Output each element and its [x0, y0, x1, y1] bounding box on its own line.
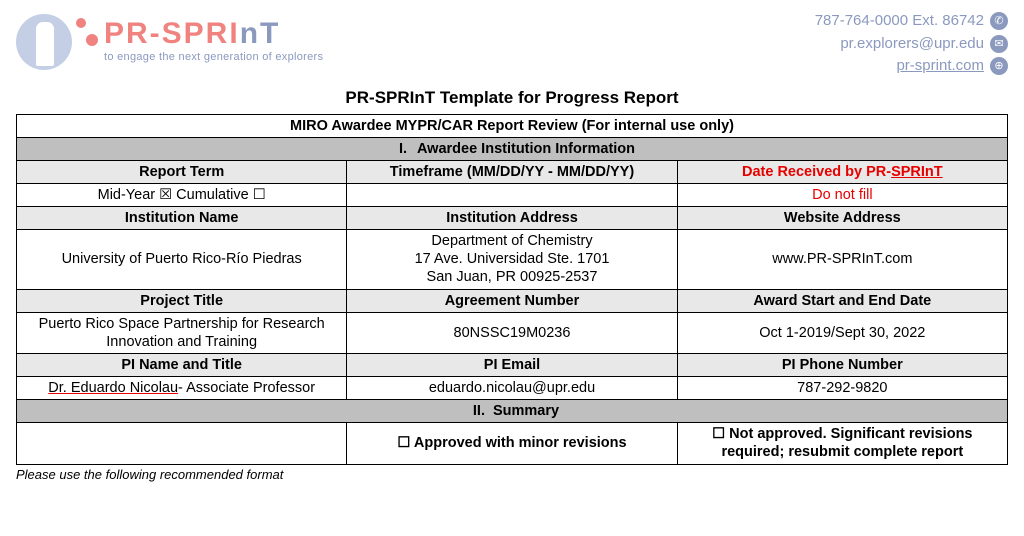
- val-award-dates: Oct 1-2019/Sept 30, 2022: [677, 312, 1007, 353]
- logo-block: PR-SPRInT to engage the next generation …: [16, 10, 323, 72]
- val-pi-name: Dr. Eduardo Nicolau- Associate Professor: [17, 377, 347, 400]
- contact-web-link[interactable]: pr-sprint.com: [896, 55, 984, 78]
- val-timeframe: [347, 183, 677, 206]
- hdr-pi-name: PI Name and Title: [17, 353, 347, 376]
- tagline: to engage the next generation of explore…: [104, 51, 323, 63]
- approval-blank: [17, 423, 347, 464]
- table-banner: MIRO Awardee MYPR/CAR Report Review (For…: [17, 114, 1008, 137]
- val-institution-name: University of Puerto Rico-Río Piedras: [17, 230, 347, 289]
- hdr-report-term: Report Term: [17, 160, 347, 183]
- report-table: MIRO Awardee MYPR/CAR Report Review (For…: [16, 114, 1008, 465]
- web-icon: ⊕: [990, 57, 1008, 75]
- hdr-institution-address: Institution Address: [347, 207, 677, 230]
- contact-block: 787-764-0000 Ext. 86742 ✆ pr.explorers@up…: [815, 10, 1008, 78]
- val-pi-phone: 787-292-9820: [677, 377, 1007, 400]
- hdr-institution-name: Institution Name: [17, 207, 347, 230]
- contact-phone: 787-764-0000 Ext. 86742: [815, 10, 984, 33]
- logo-text: PR-SPRI: [104, 17, 240, 50]
- phone-icon: ✆: [990, 12, 1008, 30]
- val-institution-address: Department of Chemistry 17 Ave. Universi…: [347, 230, 677, 289]
- approval-notapproved: ☐ Not approved. Significant revisions re…: [677, 423, 1007, 464]
- hdr-award-dates: Award Start and End Date: [677, 289, 1007, 312]
- val-website: www.PR-SPRInT.com: [677, 230, 1007, 289]
- approval-minor: ☐ Approved with minor revisions: [347, 423, 677, 464]
- page-title: PR-SPRInT Template for Progress Report: [16, 88, 1008, 108]
- val-report-term: Mid-Year ☒ Cumulative ☐: [17, 183, 347, 206]
- val-pi-email: eduardo.nicolau@upr.edu: [347, 377, 677, 400]
- email-icon: ✉: [990, 35, 1008, 53]
- header: PR-SPRInT to engage the next generation …: [16, 10, 1008, 78]
- hdr-timeframe: Timeframe (MM/DD/YY - MM/DD/YY): [347, 160, 677, 183]
- hdr-date-received: Date Received by PR-SPRInT: [677, 160, 1007, 183]
- hdr-website: Website Address: [677, 207, 1007, 230]
- hdr-agreement: Agreement Number: [347, 289, 677, 312]
- logo-wordmark: PR-SPRInT to engage the next generation …: [104, 19, 323, 63]
- val-date-received: Do not fill: [677, 183, 1007, 206]
- section-2: II.Summary: [17, 400, 1008, 423]
- section-1: I.Awardee Institution Information: [17, 137, 1008, 160]
- hdr-pi-phone: PI Phone Number: [677, 353, 1007, 376]
- contact-email: pr.explorers@upr.edu: [840, 33, 984, 56]
- footer-note: Please use the following recommended for…: [16, 467, 1008, 482]
- val-project-title: Puerto Rico Space Partnership for Resear…: [17, 312, 347, 353]
- section-2-label: Summary: [493, 403, 559, 419]
- hdr-project-title: Project Title: [17, 289, 347, 312]
- logo-suffix: nT: [240, 17, 281, 50]
- val-agreement: 80NSSC19M0236: [347, 312, 677, 353]
- section-1-label: Awardee Institution Information: [417, 141, 635, 157]
- logo-icon: [16, 10, 100, 72]
- hdr-pi-email: PI Email: [347, 353, 677, 376]
